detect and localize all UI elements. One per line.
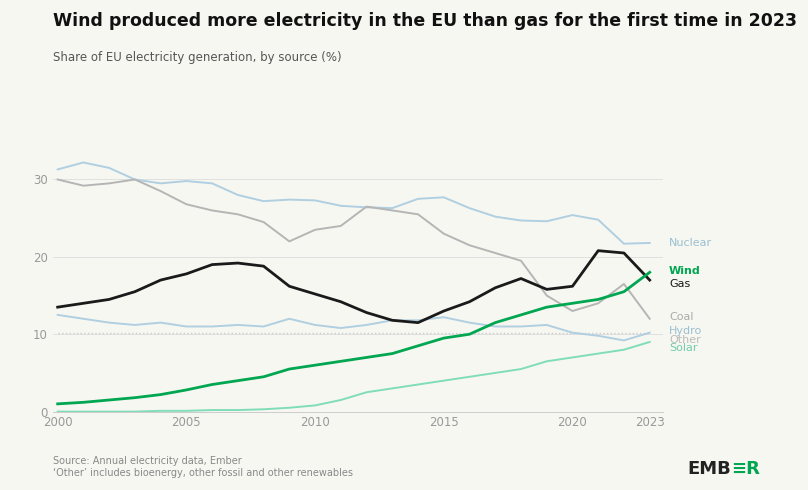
Text: Hydro: Hydro <box>669 326 702 336</box>
Text: Nuclear: Nuclear <box>669 238 712 248</box>
Text: Share of EU electricity generation, by source (%): Share of EU electricity generation, by s… <box>53 51 341 65</box>
Text: EMB: EMB <box>688 460 731 478</box>
Text: Wind: Wind <box>669 266 701 276</box>
Text: Solar: Solar <box>669 343 697 353</box>
Text: Other: Other <box>669 335 701 344</box>
Text: ≡R: ≡R <box>731 460 760 478</box>
Text: Coal: Coal <box>669 312 693 322</box>
Text: Wind produced more electricity in the EU than gas for the first time in 2023: Wind produced more electricity in the EU… <box>53 12 797 30</box>
Text: Source: Annual electricity data, Ember
‘Other’ includes bioenergy, other fossil : Source: Annual electricity data, Ember ‘… <box>53 456 352 478</box>
Text: Gas: Gas <box>669 279 690 289</box>
